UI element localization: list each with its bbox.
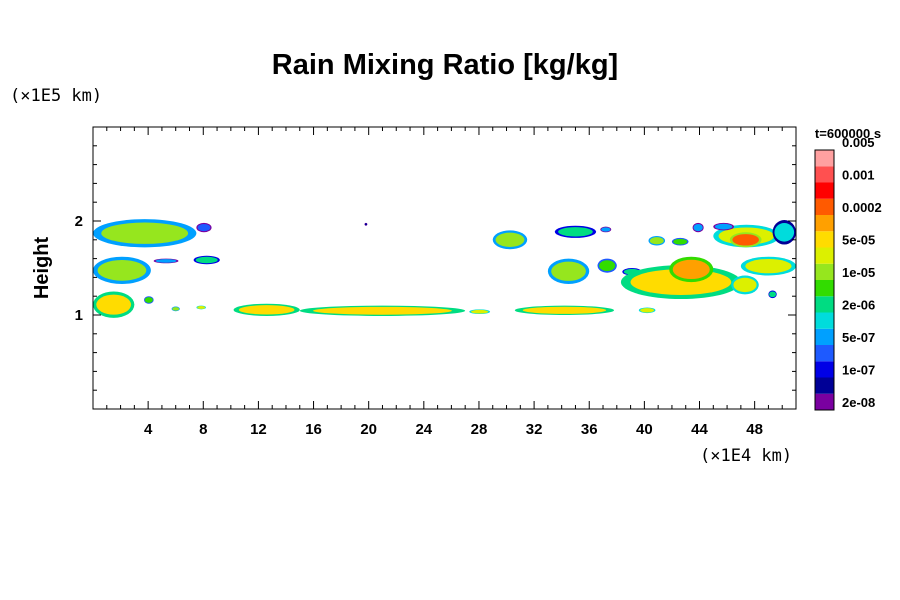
x-tick-label: 8 xyxy=(199,421,207,438)
rain-region xyxy=(640,308,655,313)
x-tick-label: 28 xyxy=(471,421,488,438)
rain-region xyxy=(238,305,295,315)
colorbar-swatch xyxy=(815,312,834,329)
y-scale-note: (×1E5 km) xyxy=(10,86,102,106)
x-tick-label: 16 xyxy=(305,421,322,438)
colorbar-swatch xyxy=(815,166,834,183)
colorbar-label: 2e-06 xyxy=(842,297,875,312)
rain-region xyxy=(97,259,147,281)
rain-region xyxy=(601,227,611,232)
rain-region xyxy=(558,227,593,237)
x-tick-label: 24 xyxy=(415,421,432,438)
colorbar-label: 0.001 xyxy=(842,167,875,182)
y-tick-label: 2 xyxy=(75,213,83,230)
rain-region xyxy=(495,232,525,247)
rain-region xyxy=(195,256,218,264)
time-label: t=600000 s xyxy=(815,126,881,141)
rain-region xyxy=(673,238,688,245)
rain-region xyxy=(155,259,177,263)
rain-region xyxy=(732,234,760,246)
colorbar-label: 5e-07 xyxy=(842,330,875,345)
chart-title: Rain Mixing Ratio [kg/kg] xyxy=(272,49,618,81)
rain-region xyxy=(172,307,180,311)
x-tick-label: 32 xyxy=(526,421,543,438)
rain-region xyxy=(551,261,586,281)
x-tick-label: 48 xyxy=(746,421,763,438)
x-tick-label: 44 xyxy=(691,421,708,438)
colorbar-swatch xyxy=(815,280,834,297)
rain-region xyxy=(101,222,189,244)
colorbar-swatch xyxy=(815,198,834,215)
rain-region xyxy=(364,223,368,226)
colorbar-swatch xyxy=(815,263,834,280)
x-tick-label: 12 xyxy=(250,421,267,438)
rain-region xyxy=(197,306,206,309)
rain-region xyxy=(745,258,792,274)
rain-region xyxy=(197,224,211,232)
colorbar-label: 2e-08 xyxy=(842,395,875,410)
colorbar-label: 1e-07 xyxy=(842,362,875,377)
colorbar-frame xyxy=(814,149,835,411)
colorbar-swatch xyxy=(815,182,834,199)
plot-frame xyxy=(92,126,797,410)
rain-region xyxy=(672,259,710,280)
x-tick-label: 36 xyxy=(581,421,598,438)
colorbar-swatch xyxy=(815,377,834,394)
colorbar-swatch xyxy=(815,231,834,248)
rain-region xyxy=(144,297,153,303)
x-tick-label: 40 xyxy=(636,421,653,438)
colorbar-label: 5e-05 xyxy=(842,232,875,247)
rain-regions xyxy=(93,219,797,318)
rain-region xyxy=(769,291,777,298)
colorbar-label: 0.005 xyxy=(842,135,875,150)
rain-region xyxy=(470,309,489,314)
rain-region xyxy=(649,237,664,245)
rain-region xyxy=(693,224,703,232)
colorbar-swatch xyxy=(815,247,834,264)
colorbar-swatch xyxy=(815,150,834,167)
x-scale-note: (×1E4 km) xyxy=(700,446,792,466)
colorbar-swatch xyxy=(815,345,834,362)
rain-region xyxy=(96,294,132,315)
colorbar-label: 1e-05 xyxy=(842,265,875,280)
colorbar-label: 0.0002 xyxy=(842,200,882,215)
colorbar-swatch xyxy=(815,328,834,345)
x-tick-label: 20 xyxy=(360,421,377,438)
colorbar-swatch xyxy=(815,296,834,313)
rain-region xyxy=(774,222,795,242)
rain-region xyxy=(312,306,452,315)
colorbar-swatch xyxy=(815,393,834,410)
y-axis-label: Height xyxy=(31,237,53,300)
x-tick-label: 4 xyxy=(144,421,153,438)
rain-region xyxy=(733,277,757,293)
rain-region xyxy=(714,223,733,230)
colorbar-swatch xyxy=(815,215,834,232)
y-tick-label: 1 xyxy=(75,307,83,324)
rain-region xyxy=(599,260,616,272)
colorbar: 2e-08 1e-07 5e-07 2e-06 1e-05 5e-05 0.0002 0.00… xyxy=(814,135,882,411)
rain-region xyxy=(522,306,607,314)
colorbar-swatch xyxy=(815,361,834,378)
